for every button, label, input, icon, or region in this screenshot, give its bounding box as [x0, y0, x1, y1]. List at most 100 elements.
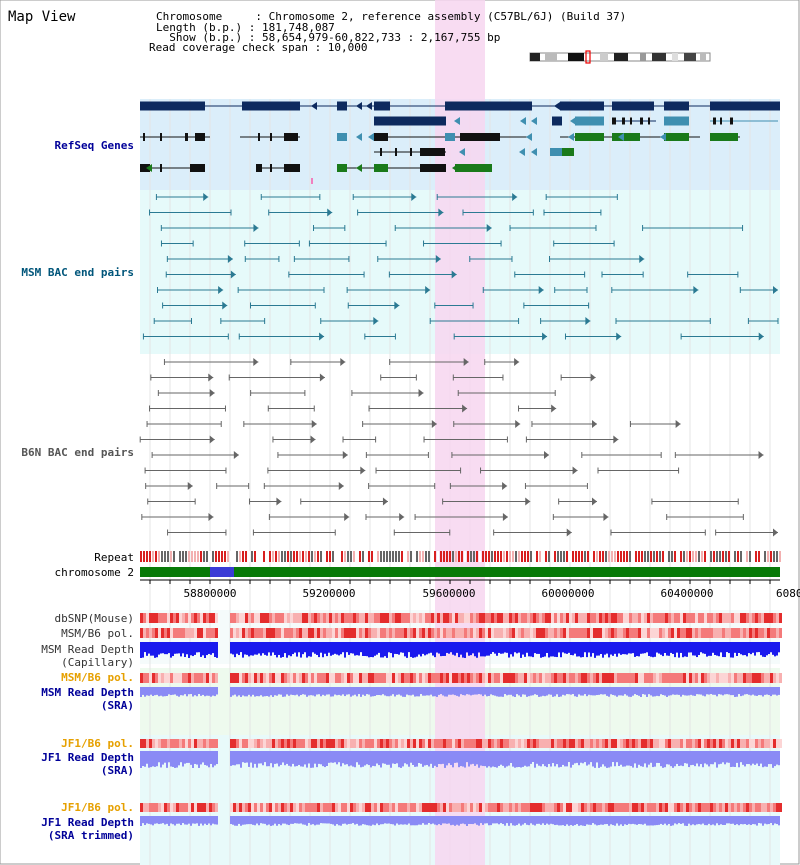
polymorphism-mark [287, 739, 290, 748]
read-depth-bar [480, 642, 482, 657]
read-depth-bar [242, 642, 244, 658]
polymorphism-mark [371, 613, 374, 623]
read-depth-bar [750, 642, 752, 655]
axis-tick-label: 59600000 [422, 587, 476, 600]
read-depth-bar [434, 687, 436, 697]
polymorphism-mark [668, 803, 671, 812]
polymorphism-mark [731, 628, 734, 638]
polymorphism-mark [146, 613, 149, 623]
polymorphism-mark [353, 613, 356, 623]
read-depth-bar [390, 642, 392, 654]
polymorphism-mark [422, 739, 425, 748]
polymorphism-mark [701, 673, 704, 683]
read-depth-bar [706, 687, 708, 695]
read-depth-bar [536, 687, 538, 695]
read-depth-bar [726, 642, 728, 653]
repeat-mark [203, 551, 205, 562]
read-depth-bar [612, 687, 614, 695]
read-depth-bar [410, 687, 412, 696]
read-depth-bar [320, 642, 322, 653]
read-depth-bar [766, 642, 768, 656]
read-depth-bar [598, 816, 600, 826]
read-depth-bar [450, 816, 452, 826]
read-depth-bar [246, 687, 248, 697]
read-depth-bar [532, 751, 534, 763]
read-depth-bar [678, 687, 680, 695]
read-depth-bar [478, 642, 480, 653]
ideogram-band [530, 53, 540, 61]
read-depth-bar [168, 642, 170, 654]
read-depth-bar [460, 687, 462, 695]
polymorphism-mark [545, 613, 548, 623]
polymorphism-mark [746, 739, 749, 748]
read-depth-bar [474, 816, 476, 824]
read-depth-bar [430, 642, 432, 653]
polymorphism-mark [506, 613, 509, 623]
read-depth-bar [770, 751, 772, 765]
polymorphism-mark [659, 628, 662, 638]
track-label-jf1-trim-sub: (SRA trimmed) [47, 829, 134, 842]
polymorphism-mark [392, 673, 395, 683]
polymorphism-mark [203, 739, 206, 748]
repeat-mark [290, 551, 292, 562]
read-depth-bar [350, 751, 352, 766]
polymorphism-mark [302, 628, 305, 638]
polymorphism-mark [161, 628, 164, 638]
read-depth-bar [170, 816, 172, 824]
repeat-mark [263, 551, 265, 562]
polymorphism-mark [374, 803, 377, 812]
read-depth-bar [576, 751, 578, 763]
polymorphism-mark [242, 628, 245, 638]
repeat-mark [167, 551, 169, 562]
read-depth-bar [252, 751, 254, 768]
read-depth-bar [590, 816, 592, 825]
repeat-mark [539, 551, 541, 562]
track-label-msm-bac[interactable]: MSM BAC end pairs [21, 266, 134, 279]
polymorphism-mark [482, 628, 485, 638]
gene-arrow [554, 102, 560, 110]
read-depth-bar [690, 642, 692, 653]
polymorphism-mark [449, 628, 452, 638]
polymorphism-mark [236, 739, 239, 748]
read-depth-bar [504, 687, 506, 695]
read-depth-bar [416, 642, 418, 657]
repeat-mark [386, 551, 388, 562]
polymorphism-mark [737, 803, 740, 812]
read-depth-bar [618, 751, 620, 767]
read-depth-bar [578, 816, 580, 826]
read-depth-bar [530, 816, 532, 824]
read-depth-bar [690, 751, 692, 766]
read-depth-bar [618, 687, 620, 696]
polymorphism-mark [413, 803, 416, 812]
bac-pair-arrow [340, 358, 346, 366]
read-depth-bar [264, 751, 266, 763]
axis-tick-label: 60400000 [660, 587, 714, 600]
read-depth-bar [236, 751, 238, 765]
track-label-refseq[interactable]: RefSeq Genes [54, 139, 134, 152]
polymorphism-mark [494, 739, 497, 748]
read-depth-bar [314, 687, 316, 697]
polymorphism-mark [434, 673, 437, 683]
read-depth-bar [232, 816, 234, 825]
polymorphism-mark [656, 803, 659, 812]
polymorphism-mark [623, 739, 626, 748]
polymorphism-mark [410, 803, 413, 812]
polymorphism-mark [506, 739, 509, 748]
polymorphism-mark [206, 803, 209, 812]
polymorphism-mark [710, 739, 713, 748]
repeat-mark [650, 551, 652, 562]
polymorphism-mark [740, 628, 743, 638]
polymorphism-mark [152, 739, 155, 748]
polymorphism-mark [395, 673, 398, 683]
polymorphism-mark [323, 739, 326, 748]
polymorphism-mark [281, 803, 284, 812]
polymorphism-mark [707, 628, 710, 638]
polymorphism-mark [632, 628, 635, 638]
track-label-b6n-bac[interactable]: B6N BAC end pairs [21, 446, 134, 459]
read-depth-bar [678, 751, 680, 766]
read-depth-bar [708, 751, 710, 767]
read-depth-bar [336, 751, 338, 765]
read-depth-bar [198, 642, 200, 653]
polymorphism-mark [575, 673, 578, 683]
